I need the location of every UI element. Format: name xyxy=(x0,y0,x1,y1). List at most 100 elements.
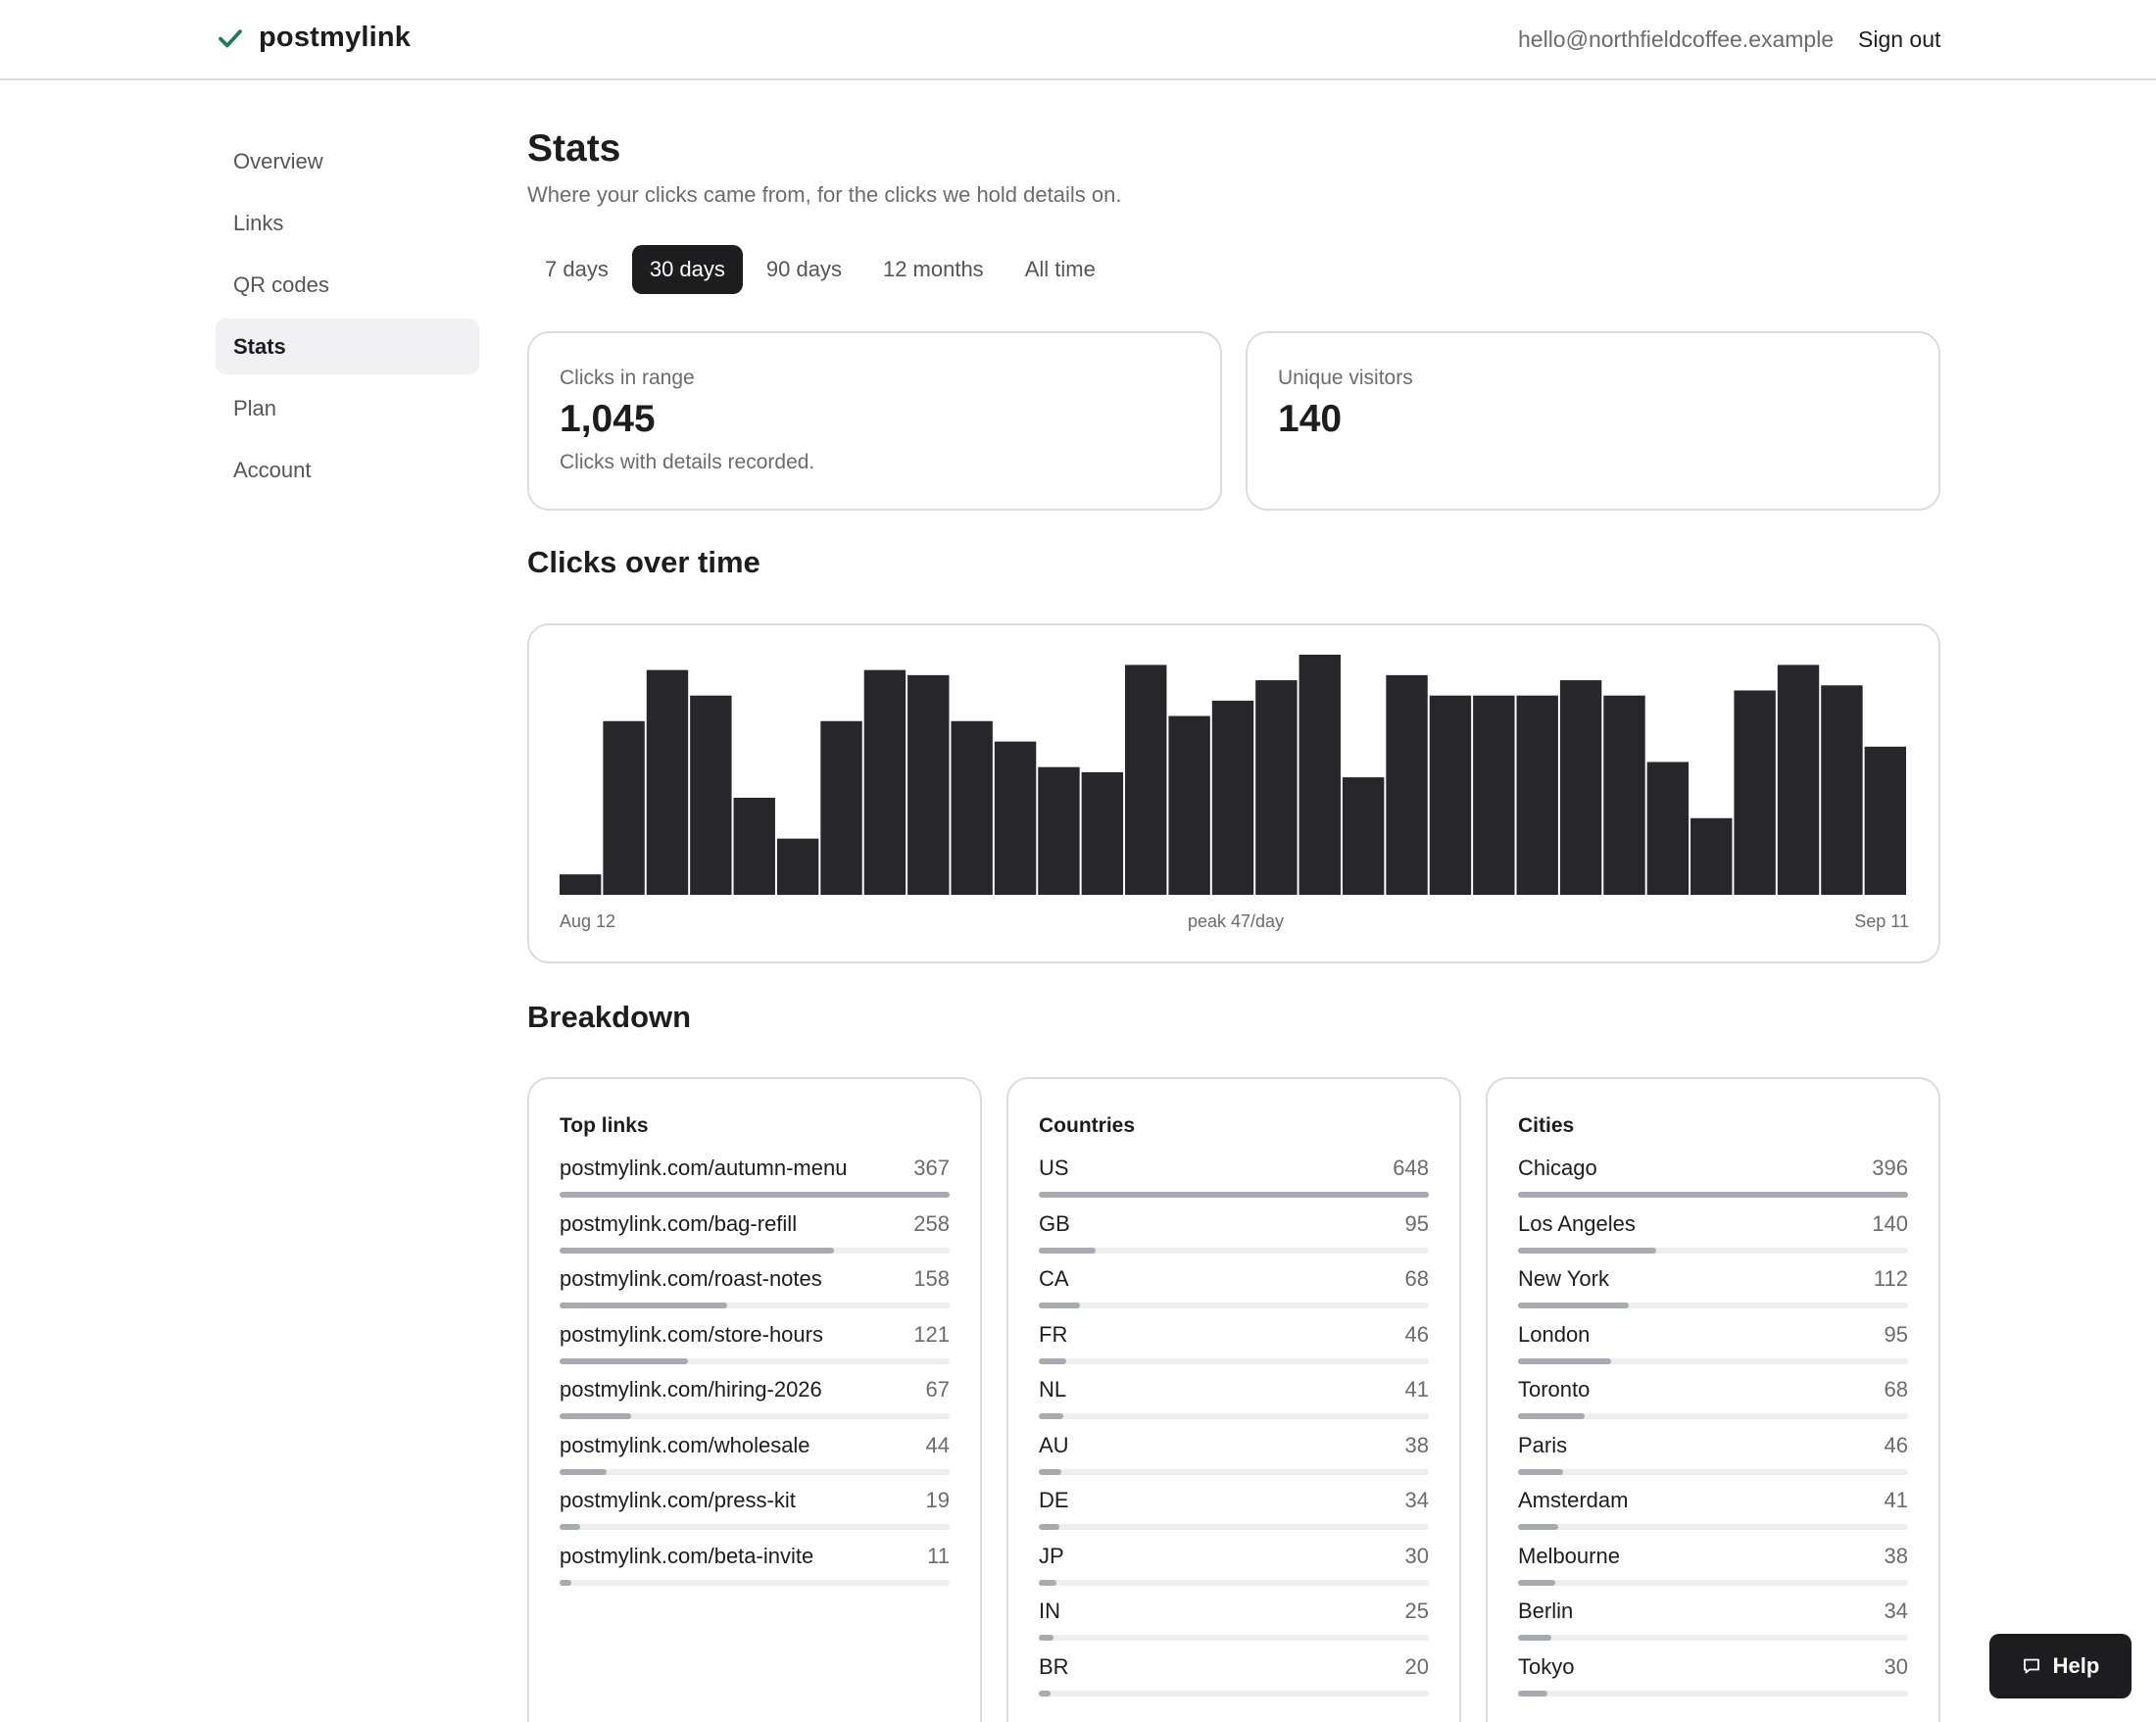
list-item-count: 46 xyxy=(1404,1321,1429,1347)
chart-bar xyxy=(1429,695,1472,895)
unique-visitors-card: Unique visitors 140 xyxy=(1246,331,1940,511)
chart-bar xyxy=(733,797,775,895)
chart-bar xyxy=(1821,685,1863,895)
list-item-count: 46 xyxy=(1884,1432,1908,1457)
brand[interactable]: postmylink xyxy=(216,22,411,54)
sign-out-link[interactable]: Sign out xyxy=(1858,26,1941,52)
sidebar-item-qr-codes[interactable]: QR codes xyxy=(233,271,329,297)
list-item-bar-fill xyxy=(1518,1690,1548,1697)
list-item-count: 44 xyxy=(925,1432,950,1457)
list-item-bar-track xyxy=(560,1303,950,1308)
list-item: GB 95 xyxy=(1039,1211,1429,1267)
list-item-count: 121 xyxy=(913,1321,950,1347)
list-item-bar-track xyxy=(1518,1357,1908,1364)
list-item-bar-fill xyxy=(1039,1413,1064,1419)
chart-bar xyxy=(1646,762,1690,895)
list-item-label: NL xyxy=(1039,1377,1067,1402)
chart-bar xyxy=(994,741,1037,895)
chart-bar xyxy=(951,720,993,895)
list-item-bar-fill xyxy=(560,1468,607,1475)
clicks-in-range-note: Clicks with details recorded. xyxy=(560,451,815,473)
list-item-bar-track xyxy=(560,1192,950,1198)
list-item-label: Paris xyxy=(1518,1432,1568,1457)
list-item-label: FR xyxy=(1039,1321,1068,1347)
list-item: Los Angeles 140 xyxy=(1518,1211,1908,1267)
list-item-label: AU xyxy=(1039,1432,1069,1457)
range-tab-7-days[interactable]: 7 days xyxy=(545,257,609,281)
list-item: DE 34 xyxy=(1039,1488,1429,1544)
list-item-count: 68 xyxy=(1404,1266,1429,1291)
list-item: US 648 xyxy=(1039,1156,1429,1211)
chart-bar xyxy=(1559,680,1602,895)
list-item: JP 30 xyxy=(1039,1544,1429,1599)
top-links-card: Top links postmylink.com/autumn-menu 367 p… xyxy=(527,1077,982,1722)
list-item-count: 367 xyxy=(913,1156,950,1180)
unique-visitors-value: 140 xyxy=(1278,398,1343,440)
list-item-bar-fill xyxy=(560,1247,834,1254)
list-item: Amsterdam 41 xyxy=(1518,1488,1908,1544)
list-item: postmylink.com/wholesale 44 xyxy=(560,1433,950,1489)
chart-bar xyxy=(1690,817,1733,895)
list-item-bar-track xyxy=(1518,1579,1908,1586)
list-item-count: 41 xyxy=(1884,1488,1908,1512)
sidebar-item-stats[interactable]: Stats xyxy=(216,319,479,374)
clicks-chart-svg xyxy=(560,655,1906,895)
list-item-bar-track xyxy=(1039,1247,1429,1254)
sidebar-item-plan[interactable]: Plan xyxy=(233,395,277,420)
list-item: Melbourne 38 xyxy=(1518,1544,1908,1599)
countries-title: Countries xyxy=(1039,1114,1136,1137)
list-item: Chicago 396 xyxy=(1518,1156,1908,1211)
list-item-count: 95 xyxy=(1884,1321,1908,1347)
list-item-count: 34 xyxy=(1404,1488,1429,1512)
list-item-label: CA xyxy=(1039,1266,1069,1291)
sidebar-item-account[interactable]: Account xyxy=(233,457,312,482)
chart-end-label: Sep 11 xyxy=(1854,911,1909,931)
list-item-count: 112 xyxy=(1873,1266,1908,1291)
chart-bar xyxy=(1386,674,1428,895)
list-item-bar-fill xyxy=(560,1579,571,1586)
list-item-label: postmylink.com/roast-notes xyxy=(560,1266,822,1291)
list-item-count: 38 xyxy=(1404,1432,1429,1457)
chart-bar xyxy=(560,874,602,895)
list-item-count: 95 xyxy=(1404,1210,1429,1236)
list-item: postmylink.com/bag-refill 258 xyxy=(560,1211,950,1267)
list-item: Tokyo 30 xyxy=(1518,1654,1908,1710)
list-item-bar-fill xyxy=(1518,1635,1552,1641)
list-item-bar-track xyxy=(1039,1690,1429,1697)
help-button[interactable]: Help xyxy=(1989,1634,2132,1698)
range-tab-90-days[interactable]: 90 days xyxy=(765,257,842,281)
clicks-in-range-value: 1,045 xyxy=(560,398,656,440)
list-item-bar-track xyxy=(1518,1303,1908,1308)
chart-bar xyxy=(1168,715,1210,895)
list-item-label: London xyxy=(1518,1321,1591,1347)
list-item: IN 25 xyxy=(1039,1599,1429,1654)
range-tab-all-time[interactable]: All time xyxy=(1024,257,1096,281)
chat-bubble-icon xyxy=(2023,1658,2039,1674)
list-item-label: JP xyxy=(1039,1543,1064,1568)
sidebar-item-overview[interactable]: Overview xyxy=(233,148,323,173)
list-item-label: postmylink.com/beta-invite xyxy=(560,1543,814,1568)
list-item-bar-fill xyxy=(1518,1524,1559,1530)
list-item-bar-fill xyxy=(1039,1579,1057,1586)
range-tab-30-days[interactable]: 30 days xyxy=(631,245,743,294)
list-item-bar-fill xyxy=(1518,1357,1612,1364)
sidebar-item-links[interactable]: Links xyxy=(233,210,284,235)
list-item-bar-track xyxy=(1039,1357,1429,1364)
list-item-bar-track xyxy=(560,1468,950,1475)
list-item-bar-fill xyxy=(1039,1247,1097,1254)
list-item-bar-track xyxy=(560,1357,950,1364)
list-item-label: GB xyxy=(1039,1210,1070,1236)
list-item-count: 258 xyxy=(913,1210,950,1236)
cities-title: Cities xyxy=(1518,1114,1575,1137)
brand-name: postmylink xyxy=(259,22,412,53)
list-item-bar-fill xyxy=(560,1524,580,1530)
list-item: postmylink.com/autumn-menu 367 xyxy=(560,1156,950,1211)
chart-bar xyxy=(1473,695,1515,895)
chart-bar xyxy=(1864,746,1906,895)
list-item-count: 68 xyxy=(1884,1377,1908,1402)
list-item-count: 41 xyxy=(1404,1377,1429,1402)
chart-peak-label: peak 47/day xyxy=(1187,911,1285,931)
list-item-count: 140 xyxy=(1872,1210,1908,1236)
chart-bar xyxy=(820,720,862,895)
range-tab-12-months[interactable]: 12 months xyxy=(882,257,984,281)
